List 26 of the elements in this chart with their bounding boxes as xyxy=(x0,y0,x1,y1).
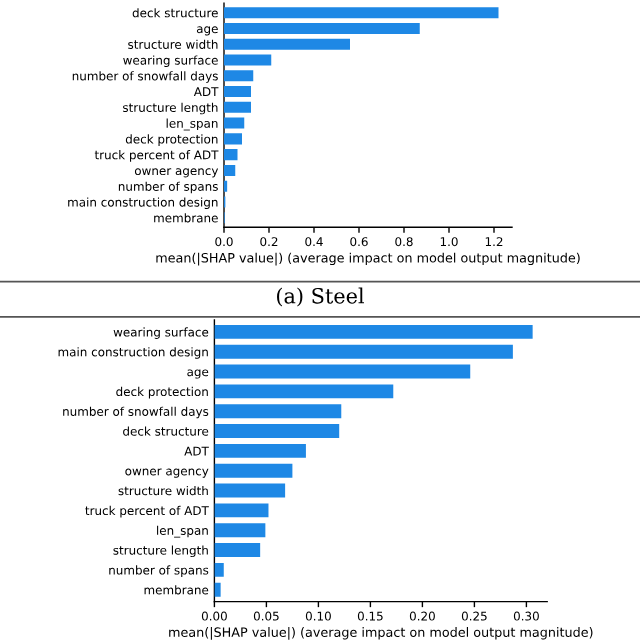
bar xyxy=(214,324,533,339)
bar xyxy=(214,483,286,498)
bar xyxy=(224,7,499,19)
bar xyxy=(224,101,251,113)
bar xyxy=(224,117,245,129)
bar xyxy=(214,523,266,538)
bar xyxy=(214,582,221,597)
text: (a) Steel xyxy=(277,287,365,307)
bar xyxy=(224,38,350,50)
bar xyxy=(224,164,236,176)
bar xyxy=(214,384,394,399)
bar xyxy=(214,424,340,438)
bar xyxy=(224,54,272,66)
bar xyxy=(214,404,342,419)
bar xyxy=(214,463,293,478)
bar xyxy=(214,562,224,577)
bar xyxy=(224,133,242,145)
bar xyxy=(224,86,251,98)
bar xyxy=(214,344,513,359)
bar xyxy=(214,543,261,557)
bar xyxy=(224,70,254,82)
bar xyxy=(214,443,306,458)
bar xyxy=(224,22,420,34)
bar xyxy=(214,503,269,518)
bar xyxy=(224,149,238,161)
bar xyxy=(214,364,471,379)
